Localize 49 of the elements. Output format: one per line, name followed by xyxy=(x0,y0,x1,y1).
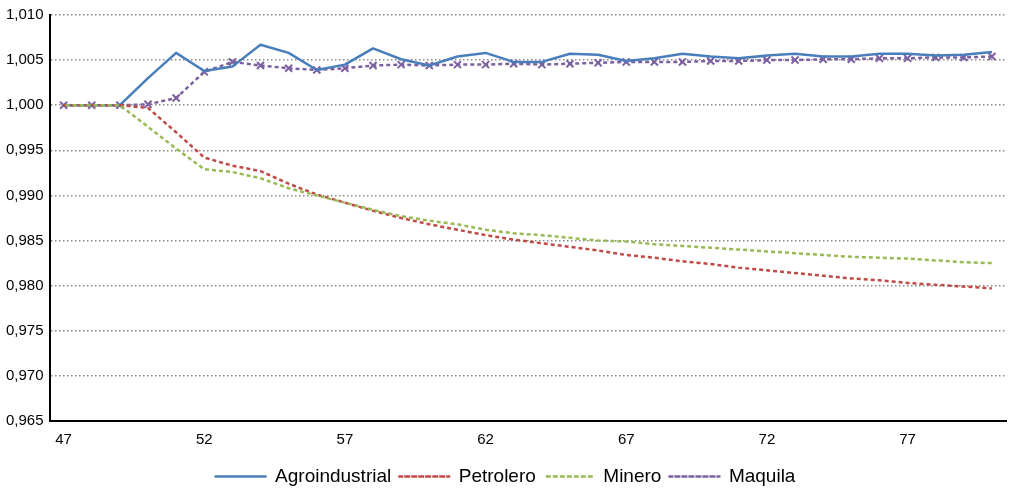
point xyxy=(818,54,828,64)
x-tick-label: 67 xyxy=(617,430,635,448)
point xyxy=(790,55,800,65)
legend-label: Maquila xyxy=(728,464,796,486)
point xyxy=(452,60,462,70)
y-tick-label: 0,995 xyxy=(5,140,44,158)
y-tick-label: 1,000 xyxy=(5,95,44,113)
point xyxy=(199,67,209,77)
y-tick-label: 1,005 xyxy=(5,50,44,68)
point xyxy=(565,59,575,69)
point xyxy=(734,56,744,66)
point xyxy=(931,52,941,62)
point xyxy=(677,57,688,67)
point xyxy=(340,63,350,73)
point xyxy=(762,55,772,65)
point xyxy=(509,59,519,69)
point xyxy=(706,56,716,66)
point xyxy=(481,60,491,70)
point xyxy=(424,60,434,71)
x-tick-label: 52 xyxy=(195,430,213,448)
x-tick-label: 57 xyxy=(336,430,354,448)
point xyxy=(171,93,181,103)
point xyxy=(593,58,603,68)
point xyxy=(368,60,378,71)
point xyxy=(537,60,547,70)
legend-label: Minero xyxy=(603,464,662,486)
point xyxy=(59,100,69,110)
point xyxy=(621,57,631,67)
x-tick-label: 47 xyxy=(55,430,72,448)
x-tick-label: 62 xyxy=(477,430,494,448)
point xyxy=(143,99,153,109)
legend-label: Petrolero xyxy=(458,464,536,486)
point xyxy=(396,60,406,70)
y-tick-label: 0,965 xyxy=(5,411,44,429)
point xyxy=(987,51,997,62)
y-tick-label: 0,985 xyxy=(5,230,44,248)
y-tick-label: 0,975 xyxy=(5,320,44,338)
y-tick-label: 0,980 xyxy=(5,275,44,293)
x-tick-label: 72 xyxy=(758,430,776,448)
legend-label: Agroindustrial xyxy=(275,464,392,486)
point xyxy=(312,65,322,75)
y-tick-label: 1,010 xyxy=(5,5,44,23)
y-tick-label: 0,970 xyxy=(5,366,44,384)
x-tick-label: 77 xyxy=(899,430,916,448)
y-tick-label: 0,990 xyxy=(5,185,44,203)
point xyxy=(87,100,97,110)
point xyxy=(284,63,294,73)
point xyxy=(255,60,266,71)
point xyxy=(227,57,237,67)
